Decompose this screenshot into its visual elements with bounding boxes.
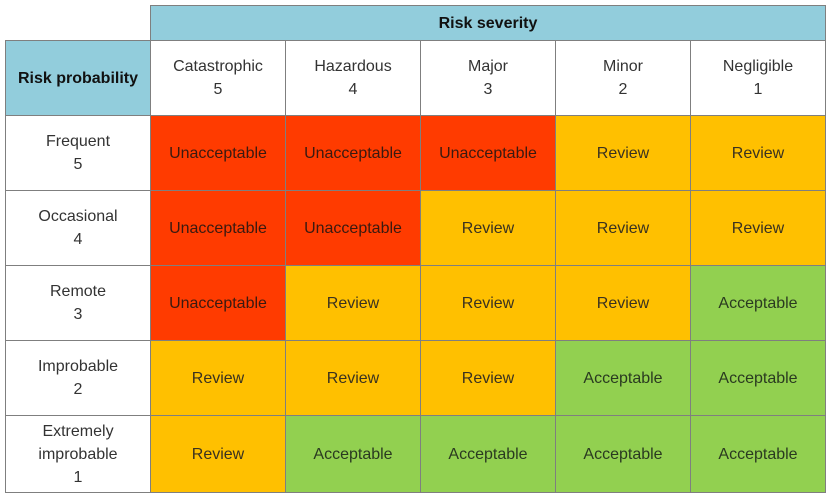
probability-header-frequent: Frequent 5	[5, 115, 151, 191]
severity-name: Minor	[602, 58, 643, 75]
probability-label-line: 2	[73, 381, 83, 398]
risk-cell-review: Review	[285, 340, 421, 416]
risk-cell-review: Review	[285, 265, 421, 341]
risk-cell-acceptable: Acceptable	[420, 415, 556, 493]
probability-label-line: 4	[73, 231, 83, 248]
risk-cell-acceptable: Acceptable	[285, 415, 421, 493]
probability-label-line: 1	[73, 468, 83, 486]
severity-header-minor: Minor 2	[555, 40, 691, 116]
risk-cell-review: Review	[555, 265, 691, 341]
risk-severity-header: Risk severity	[150, 5, 826, 41]
probability-header-improbable: Improbable 2	[5, 340, 151, 416]
risk-cell-acceptable: Acceptable	[555, 415, 691, 493]
severity-header-major: Major 3	[420, 40, 556, 116]
severity-name: Negligible	[722, 58, 794, 75]
probability-header-extremely: Extremely improbable 1	[5, 415, 151, 493]
risk-cell-review: Review	[420, 340, 556, 416]
probability-label-line: Improbable	[37, 358, 119, 375]
severity-name: Hazardous	[314, 58, 392, 75]
risk-cell-review: Review	[420, 265, 556, 341]
risk-cell-review: Review	[690, 115, 826, 191]
severity-header-catastrophic: Catastrophic 5	[150, 40, 286, 116]
risk-cell-review: Review	[555, 190, 691, 266]
probability-label-line: 3	[73, 306, 83, 323]
risk-cell-review: Review	[420, 190, 556, 266]
risk-cell-unacceptable: Unacceptable	[150, 190, 286, 266]
probability-label-line: Extremely	[42, 422, 114, 440]
risk-cell-review: Review	[150, 340, 286, 416]
probability-label-line: Remote	[49, 283, 107, 300]
probability-label-line: Occasional	[38, 208, 118, 225]
probability-label-line: improbable	[38, 445, 118, 463]
risk-cell-review: Review	[150, 415, 286, 493]
risk-cell-unacceptable: Unacceptable	[150, 115, 286, 191]
severity-score: 2	[618, 81, 628, 98]
probability-label-line: Frequent	[45, 133, 111, 150]
probability-header-remote: Remote 3	[5, 265, 151, 341]
risk-cell-unacceptable: Unacceptable	[285, 190, 421, 266]
risk-probability-header: Risk probability	[5, 40, 151, 116]
severity-name: Major	[467, 58, 508, 75]
severity-score: 3	[483, 81, 493, 98]
severity-score: 4	[348, 81, 358, 98]
probability-header-occasional: Occasional 4	[5, 190, 151, 266]
risk-cell-acceptable: Acceptable	[690, 340, 826, 416]
severity-score: 1	[753, 81, 763, 98]
risk-cell-acceptable: Acceptable	[690, 415, 826, 493]
risk-cell-review: Review	[555, 115, 691, 191]
risk-cell-acceptable: Acceptable	[690, 265, 826, 341]
severity-header-hazardous: Hazardous 4	[285, 40, 421, 116]
severity-name: Catastrophic	[173, 58, 263, 75]
risk-cell-unacceptable: Unacceptable	[285, 115, 421, 191]
risk-cell-review: Review	[690, 190, 826, 266]
risk-cell-unacceptable: Unacceptable	[420, 115, 556, 191]
severity-score: 5	[213, 81, 223, 98]
risk-cell-unacceptable: Unacceptable	[150, 265, 286, 341]
severity-header-negligible: Negligible 1	[690, 40, 826, 116]
risk-cell-acceptable: Acceptable	[555, 340, 691, 416]
probability-label-line: 5	[73, 156, 83, 173]
